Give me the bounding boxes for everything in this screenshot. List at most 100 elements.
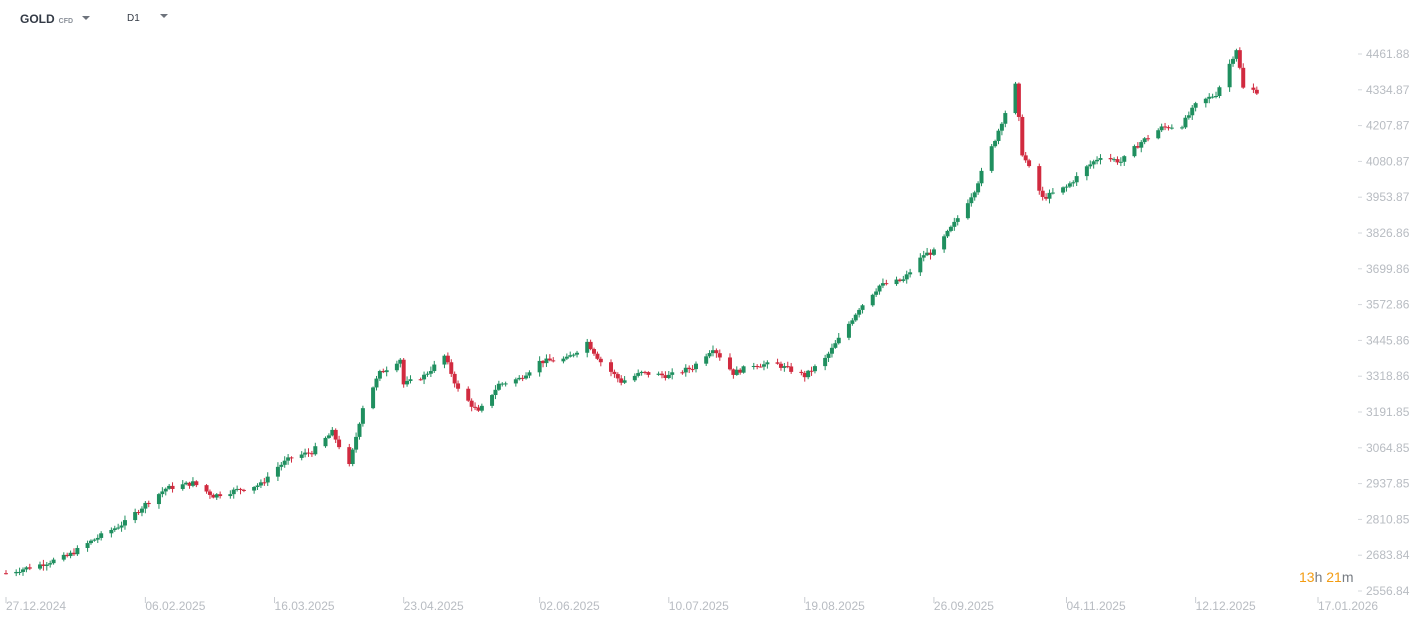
candle (690, 365, 695, 373)
candle-body (1061, 187, 1066, 193)
candle (693, 361, 698, 373)
candle (1166, 125, 1171, 131)
candle (948, 225, 953, 233)
candle (812, 364, 817, 374)
candle-body (4, 573, 8, 575)
candle (592, 347, 597, 356)
candle-body (143, 502, 148, 509)
candle (904, 270, 909, 284)
candle-body (44, 564, 49, 566)
price-tick-label: 3191.85 (1366, 405, 1410, 419)
candle-body (194, 481, 199, 486)
candle-body (170, 485, 175, 489)
candle-body (877, 285, 882, 292)
candle (632, 373, 637, 383)
candle-body (218, 494, 223, 497)
date-tick-label: 26.09.2025 (934, 599, 994, 613)
price-tick-label: 2810.85 (1366, 512, 1410, 526)
candle-body (333, 429, 338, 440)
candle-body (741, 366, 746, 373)
candle-body (513, 379, 518, 384)
caret-down-icon[interactable] (159, 14, 168, 18)
candle-body (850, 320, 855, 324)
price-tick-label: 4207.87 (1366, 119, 1410, 133)
candle (1037, 163, 1042, 195)
candle (921, 250, 926, 262)
candle (330, 427, 335, 437)
candle-body (1047, 192, 1052, 199)
candle (490, 393, 495, 409)
caret-down-icon[interactable] (82, 16, 91, 20)
candle (466, 386, 471, 402)
candle (1254, 86, 1259, 95)
candle-body (789, 366, 794, 372)
candle (860, 304, 865, 314)
price-tick-label: 3445.86 (1366, 333, 1410, 347)
candle-body (836, 337, 841, 344)
candle (75, 545, 80, 556)
candle (313, 442, 318, 456)
candle (595, 351, 600, 361)
candle (374, 375, 379, 391)
candle-body (1139, 142, 1144, 148)
candle (585, 338, 590, 358)
candle (1061, 186, 1066, 195)
candle-body (1207, 96, 1212, 99)
countdown-minutes-unit: m (1341, 569, 1354, 585)
candle (575, 350, 580, 358)
candle-body (537, 360, 542, 373)
candle (741, 365, 746, 374)
candle-body (710, 350, 715, 354)
candle-body (469, 400, 474, 407)
candle-body (476, 407, 481, 411)
candle-body (17, 571, 22, 573)
candle (408, 375, 413, 384)
candle-body (41, 564, 46, 566)
candle-body (979, 170, 984, 184)
candle-body (490, 395, 495, 406)
candle (1210, 93, 1215, 99)
candle-body (632, 375, 637, 381)
candle-body (1027, 160, 1032, 167)
candle-body (731, 369, 736, 375)
candle-body (1159, 126, 1164, 131)
candle-body (666, 374, 671, 378)
candle (636, 369, 641, 378)
candle (1003, 110, 1008, 128)
countdown-hours-unit: h (1314, 569, 1323, 585)
candle-body (323, 437, 328, 447)
candle (517, 375, 522, 381)
candle-body (1044, 196, 1049, 199)
candle (238, 487, 243, 495)
candle-body (282, 460, 287, 465)
candle-body (619, 378, 624, 383)
candle (541, 360, 546, 368)
candle-body (894, 279, 899, 285)
timeframe-selector[interactable]: D1 (127, 13, 168, 24)
candle-body (853, 314, 858, 321)
candle-body (1098, 158, 1103, 160)
symbol-selector[interactable]: GOLD CFD (20, 12, 91, 26)
candle (761, 360, 766, 371)
candle (61, 552, 66, 562)
candle (1193, 101, 1198, 112)
candle (833, 340, 838, 349)
candle (564, 353, 569, 361)
candle-body (639, 371, 644, 374)
candle-body (656, 373, 661, 375)
candle-body (405, 380, 410, 385)
candle-body (870, 294, 875, 306)
candle (1064, 184, 1069, 192)
candle-body (1190, 107, 1195, 116)
candle (17, 567, 22, 576)
date-tick-label: 02.06.2025 (540, 599, 600, 613)
candle-body (727, 357, 732, 370)
candle (571, 353, 576, 358)
candle-body (374, 378, 379, 388)
candle-body (782, 366, 787, 368)
candle-body (1234, 50, 1239, 59)
candle-body (612, 371, 617, 375)
candle (765, 360, 770, 369)
candle (190, 477, 195, 488)
